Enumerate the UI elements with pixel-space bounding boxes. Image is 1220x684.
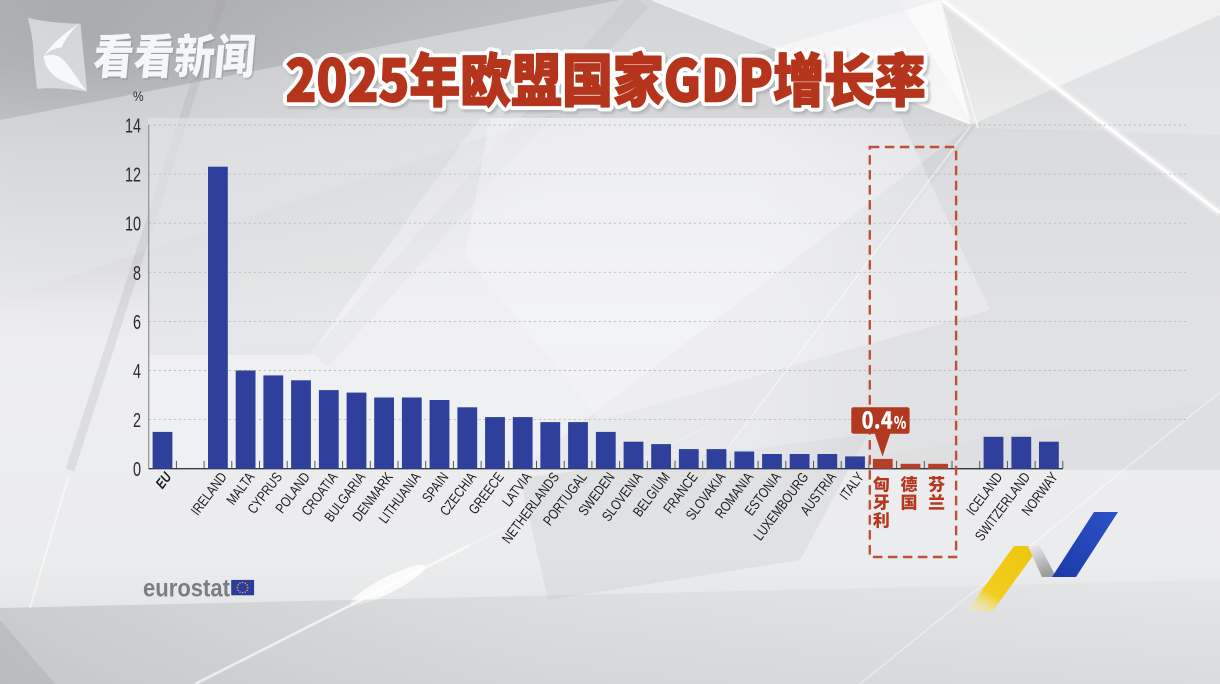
svg-text:4: 4 [133, 360, 141, 383]
svg-text:6: 6 [133, 311, 141, 334]
svg-text:2: 2 [133, 409, 141, 432]
svg-text:8: 8 [133, 261, 141, 284]
svg-text:14: 14 [125, 114, 141, 137]
svg-text:eurostat: eurostat [143, 575, 231, 603]
svg-text:10: 10 [125, 212, 141, 235]
svg-text:%: % [133, 88, 144, 104]
svg-text:12: 12 [125, 163, 141, 186]
svg-text:0: 0 [133, 458, 141, 481]
